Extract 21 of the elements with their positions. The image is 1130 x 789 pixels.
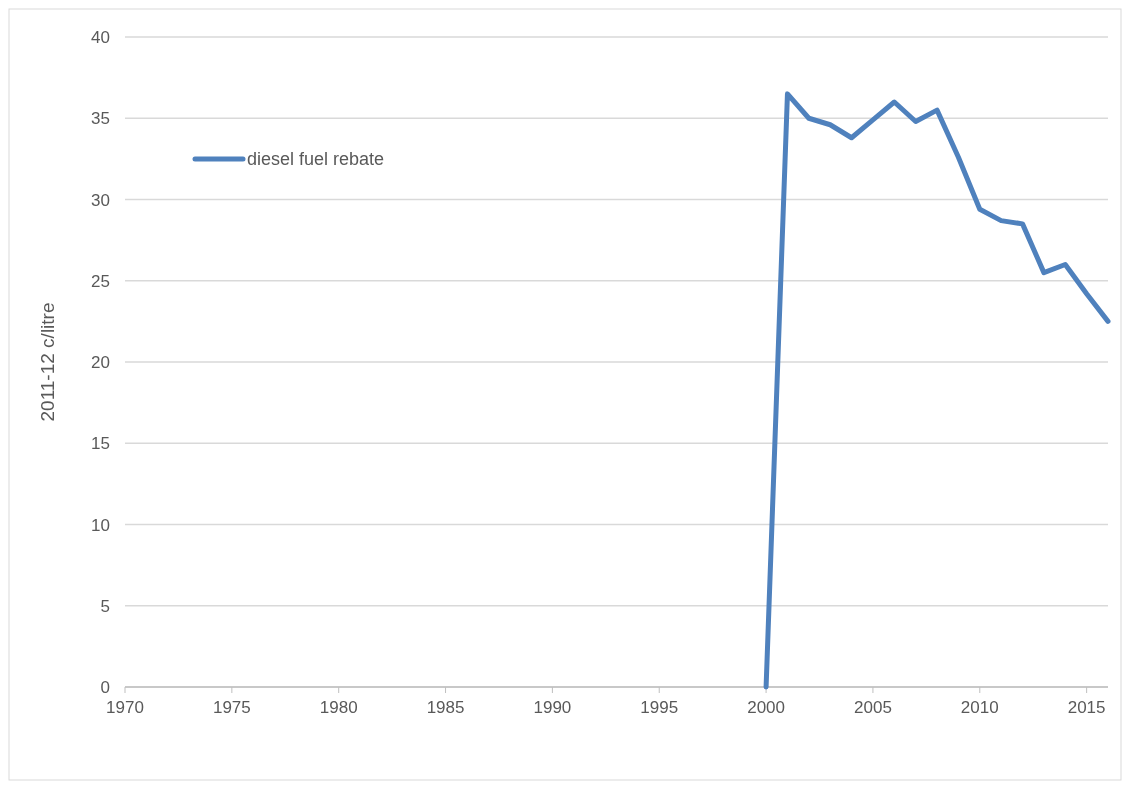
y-tick-label: 40 [91,28,110,47]
x-tick-label: 1980 [319,698,358,717]
y-tick-label: 20 [91,353,110,372]
x-tick-label: 1970 [106,698,144,717]
y-tick-label: 30 [91,190,110,210]
legend-label: diesel fuel rebate [247,149,385,169]
x-tick-label: 2010 [960,698,999,717]
y-tick-label: 15 [91,434,110,454]
y-tick-label: 35 [91,109,110,129]
y-axis-title: 2011-12 c/litre [37,302,58,422]
x-tick-label: 1985 [426,698,465,717]
x-tick-label: 1995 [640,698,679,717]
y-tick-label: 25 [91,271,110,291]
x-tick-label: 1975 [212,698,251,717]
x-tick-label: 1990 [533,698,572,717]
x-tick-label: 2015 [1067,698,1106,717]
y-tick-label: 5 [100,596,110,616]
x-tick-label: 2005 [854,698,892,717]
y-tick-label: 10 [91,515,110,535]
x-tick-label: 2000 [747,698,785,717]
y-tick-label: 0 [100,678,110,697]
